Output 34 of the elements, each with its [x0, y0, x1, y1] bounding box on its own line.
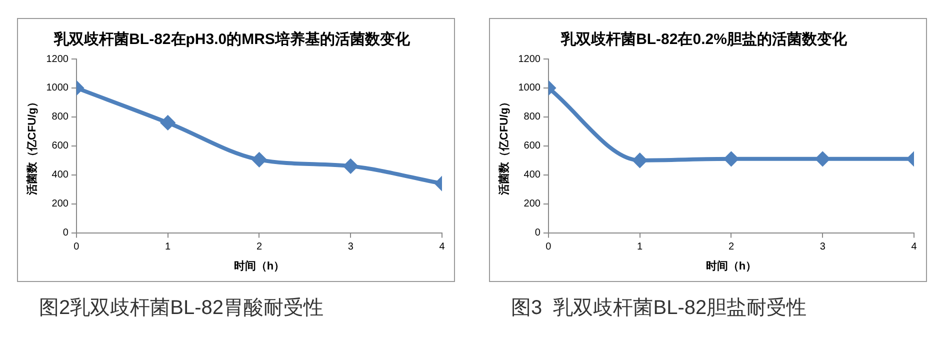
y-axis-title: 活菌数（亿CFU/g）	[26, 96, 39, 196]
y-tick-label: 400	[52, 170, 69, 181]
x-axis-title: 时间（h）	[234, 259, 285, 272]
x-tick-label: 3	[348, 242, 354, 253]
chart-title: 乳双歧杆菌BL-82在0.2%胆盐的活菌数变化	[560, 30, 848, 48]
y-tick-label: 0	[62, 228, 69, 239]
x-tick-label: 1	[637, 242, 644, 253]
point	[252, 152, 266, 167]
y-tick-label: 0	[534, 228, 541, 239]
y-tick-label: 600	[52, 140, 69, 152]
y-tick-label: 800	[52, 112, 69, 123]
chart-title: 乳双歧杆菌BL-82在pH3.0的MRS培养基的活菌数变化	[53, 30, 411, 48]
y-tick-label: 600	[524, 140, 541, 152]
x-tick-label: 2	[728, 242, 734, 253]
x-tick-label: 0	[546, 242, 552, 253]
y-tick-label: 200	[524, 198, 541, 210]
y-tick-label: 800	[524, 112, 541, 123]
y-tick-label: 1000	[46, 82, 69, 94]
y-tick-label: 1200	[46, 54, 69, 65]
caption: 图2乳双歧杆菌BL-82胃酸耐受性	[38, 296, 324, 321]
y-axis-title: 活菌数（亿CFU/g）	[498, 96, 511, 196]
y-tick-label: 400	[524, 170, 541, 181]
x-tick-label: 2	[256, 242, 262, 253]
caption: 图3 乳双歧杆菌BL-82胆盐耐受性	[510, 296, 808, 321]
y-tick-label: 1200	[518, 54, 541, 65]
y-tick-label: 1000	[518, 82, 541, 94]
y-tick-label: 200	[52, 198, 69, 210]
point	[724, 152, 738, 166]
x-tick-label: 1	[165, 242, 172, 253]
x-tick-label: 4	[439, 242, 446, 253]
x-tick-label: 0	[74, 242, 80, 253]
x-tick-label: 4	[911, 242, 918, 253]
x-tick-label: 3	[820, 242, 826, 253]
x-axis-title: 时间（h）	[706, 259, 757, 272]
